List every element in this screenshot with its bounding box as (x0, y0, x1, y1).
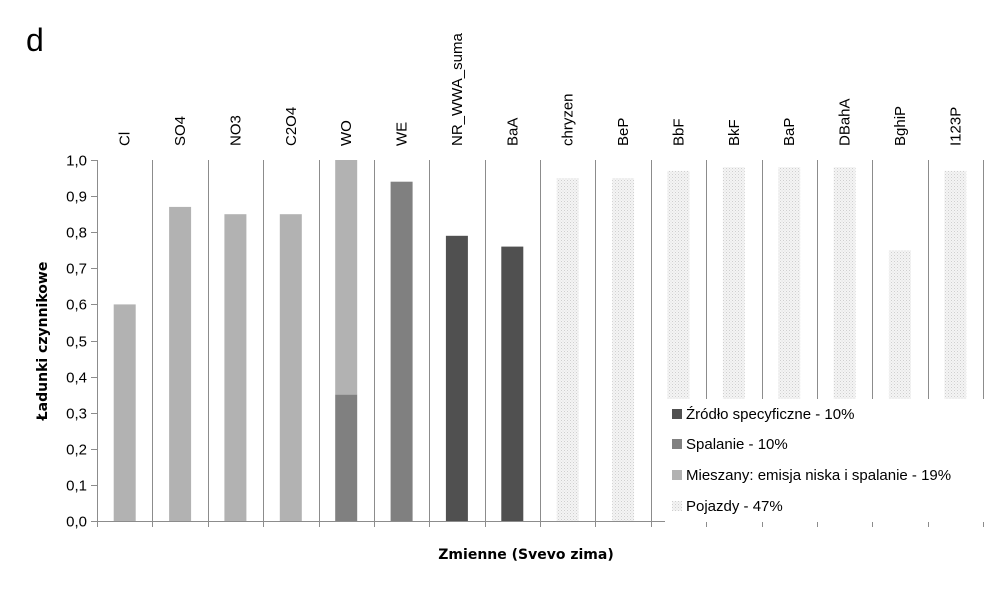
category-label: Cl (117, 132, 134, 146)
legend-entry: Mieszany: emisja niska i spalanie - 19% (686, 467, 951, 484)
legend-entry: Źródło specyficzne - 10% (686, 406, 854, 423)
y-tick-label: 0,5 (66, 334, 87, 351)
legend-swatch (672, 439, 682, 449)
y-tick-label: 0,9 (66, 189, 87, 206)
category-label: SO4 (172, 116, 189, 146)
bar-so4-series-3 (169, 206, 192, 521)
bar-chryzen-series-4 (556, 178, 579, 521)
category-label: NO3 (227, 115, 244, 146)
panel-label: d (26, 22, 44, 58)
category-label: WO (338, 120, 355, 146)
bar-baa-series-1 (501, 246, 524, 521)
y-tick-label: 0,8 (66, 225, 87, 242)
category-label: BkF (726, 119, 743, 146)
category-label: BghiP (892, 106, 909, 146)
y-tick-label: 0,1 (66, 478, 87, 495)
legend-entry: Spalanie - 10% (686, 436, 788, 453)
category-label: BaP (781, 118, 798, 146)
category-label: BaA (504, 118, 521, 146)
legend-swatch (672, 409, 682, 419)
bar-wo-series-2 (335, 394, 358, 521)
bar-wo-series-3 (335, 160, 358, 395)
bar-no3-series-3 (224, 214, 247, 521)
legend-entry: Pojazdy - 47% (686, 498, 783, 515)
legend-box (665, 399, 985, 522)
y-tick-label: 1,0 (66, 153, 87, 170)
bar-bep-series-4 (612, 178, 635, 521)
category-label: BeP (615, 118, 632, 146)
category-label: DBahA (837, 98, 854, 146)
category-label: WE (394, 122, 411, 146)
category-label: chryzen (560, 93, 577, 146)
bar-cl-series-3 (113, 304, 136, 521)
y-tick-label: 0,6 (66, 297, 87, 314)
legend-swatch (672, 470, 682, 480)
y-tick-label: 0,2 (66, 442, 87, 459)
bar-we-series-2 (390, 181, 413, 521)
category-label: I123P (947, 107, 964, 146)
category-label: NR_WWA_suma (449, 33, 466, 146)
category-label: C2O4 (283, 107, 300, 146)
bar-nr-wwa-suma-series-1 (445, 235, 468, 522)
y-tick-label: 0,3 (66, 406, 87, 423)
x-axis-title: Zmienne (Svevo zima) (438, 547, 613, 563)
legend-swatch (672, 501, 682, 511)
y-axis-title: Ładunki czynnikowe (35, 262, 51, 422)
bar-c2o4-series-3 (279, 214, 302, 521)
y-tick-label: 0,4 (66, 370, 87, 387)
y-tick-label: 0,7 (66, 261, 87, 278)
category-label: BbF (670, 118, 687, 146)
y-tick-label: 0,0 (66, 514, 87, 531)
